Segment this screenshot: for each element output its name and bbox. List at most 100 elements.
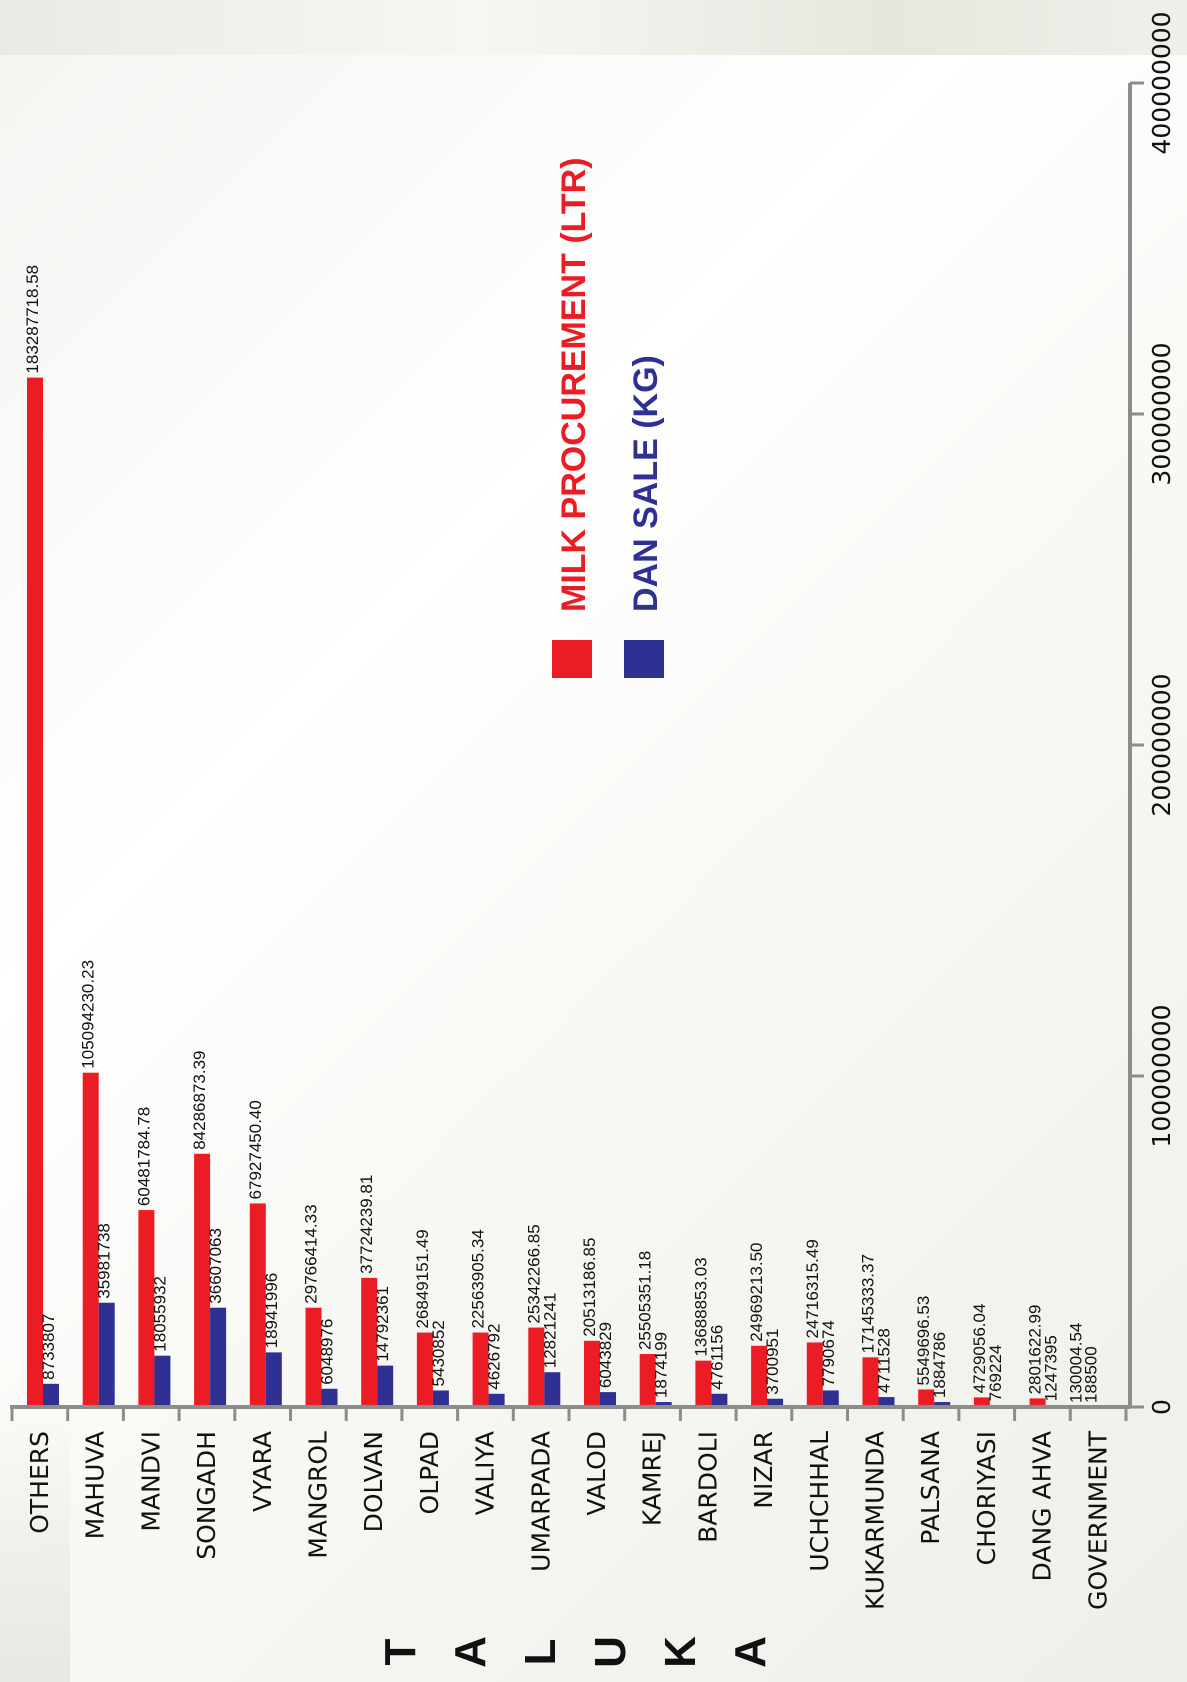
dan-bar (878, 1397, 895, 1407)
milk-bar (806, 1342, 823, 1407)
axis-title-letter: L (516, 1639, 565, 1666)
category-label: NIZAR (749, 1431, 778, 1509)
value-axis-tick-label: 200000000 (1147, 673, 1176, 816)
milk-value-label: 37724239.81 (357, 1175, 376, 1274)
milk-bar (584, 1340, 600, 1407)
dan-value-label: 18941996 (262, 1273, 281, 1349)
dan-bar (544, 1372, 561, 1407)
dan-value-label: 769224 (986, 1345, 1005, 1402)
milk-bar (82, 1072, 99, 1407)
category-label: KUKARMUNDA (861, 1431, 890, 1610)
milk-value-label: 25342266.85 (524, 1224, 543, 1323)
category-label: VALOD (582, 1431, 611, 1516)
dan-value-label: 3700951 (763, 1329, 782, 1395)
dan-value-label: 12821241 (540, 1293, 559, 1369)
milk-bar (1029, 1398, 1046, 1407)
milk-value-label: 183287718.58 (23, 265, 42, 374)
milk-value-label: 24716315.49 (803, 1239, 822, 1338)
milk-value-label: 84286873.39 (190, 1051, 209, 1150)
milk-value-label: 60481784.78 (134, 1107, 153, 1206)
dan-bar (210, 1307, 227, 1407)
category-label: VYARA (248, 1431, 277, 1512)
legend-label-milk: MILK PROCUREMENT (LTR) (555, 157, 593, 612)
category-label: OTHERS (25, 1431, 54, 1534)
dan-bar (488, 1393, 505, 1407)
value-axis-tick-label: 100000000 (1147, 1004, 1176, 1147)
category-label: KAMREJ (638, 1431, 667, 1526)
dan-bar (377, 1365, 394, 1407)
dan-bar (711, 1393, 728, 1407)
dan-value-label: 5430852 (429, 1320, 448, 1386)
milk-bar (695, 1360, 712, 1407)
axis-title-letter: A (446, 1636, 495, 1668)
category-label: PALSANA (916, 1431, 945, 1545)
milk-bar (249, 1203, 266, 1407)
dan-bar (655, 1402, 672, 1407)
legend-swatch-milk (552, 640, 592, 678)
milk-bar (862, 1357, 879, 1407)
category-label: OLPAD (415, 1431, 444, 1514)
milk-bar (973, 1397, 990, 1407)
bars-group (27, 377, 1062, 1408)
category-label: BARDOLI (693, 1431, 722, 1543)
dan-bar (822, 1390, 839, 1407)
dan-bar (934, 1402, 951, 1407)
milk-value-label: 105094230.23 (79, 960, 98, 1069)
axis-title-letter: U (586, 1636, 635, 1668)
dan-bar (154, 1355, 171, 1407)
axis-title-letter: A (726, 1636, 775, 1668)
category-label: MANDVI (136, 1431, 165, 1532)
dan-value-label: 4711528 (875, 1328, 894, 1393)
dan-value-label: 36607063 (206, 1228, 225, 1304)
milk-value-label: 29766414.33 (302, 1204, 321, 1303)
extra-value-label: 188500 (1082, 1346, 1101, 1403)
milk-value-label: 20513186.85 (580, 1238, 599, 1337)
milk-bar (751, 1345, 768, 1407)
category-label: DOLVAN (359, 1431, 388, 1532)
dan-bar (767, 1398, 784, 1407)
dan-value-label: 1884786 (930, 1332, 949, 1398)
milk-bar (361, 1277, 378, 1407)
milk-bar (472, 1332, 489, 1407)
axis-title-letter: T (376, 1638, 425, 1665)
value-axis-tick-label: 400000000 (1147, 11, 1176, 154)
dan-bar (43, 1383, 59, 1407)
value-axis-tick-label: 300000000 (1147, 342, 1176, 485)
legend-label-dan: DAN SALE (KG) (627, 355, 665, 612)
dan-bar (600, 1392, 616, 1407)
milk-bar (918, 1389, 935, 1407)
legend-swatch-dan (624, 640, 664, 678)
background-strip (0, 0, 1187, 55)
dan-bar (432, 1390, 449, 1407)
dan-value-label: 1874199 (652, 1332, 671, 1398)
milk-value-label: 2801622.99 (1026, 1305, 1045, 1395)
milk-value-label: 5549696.53 (914, 1296, 933, 1386)
extra-value-label: 130004.54 (1067, 1323, 1086, 1403)
category-label: DANG AHVA (1028, 1431, 1057, 1581)
milk-value-label: 24969213.50 (747, 1242, 766, 1341)
milk-value-label: 13688853.03 (691, 1257, 710, 1356)
milk-value-label: 67927450.40 (246, 1100, 265, 1199)
category-label: SONGADH (192, 1431, 221, 1560)
category-label: GOVERNMENT (1083, 1430, 1112, 1610)
dan-value-label: 35981738 (95, 1223, 114, 1299)
milk-value-label: 17145333.37 (859, 1254, 878, 1353)
axes-group: 0 100000000 200000000 300000000 400000000 (10, 11, 1176, 1421)
milk-value-label: 25505351.18 (636, 1251, 655, 1350)
dan-value-label: 6048976 (318, 1319, 337, 1385)
dan-bar (98, 1302, 115, 1407)
milk-bar (416, 1332, 433, 1407)
category-label: VALIYA (471, 1431, 500, 1515)
milk-value-label: 26849151.49 (413, 1229, 432, 1328)
milk-bar (27, 377, 43, 1408)
category-label: UMARPADA (526, 1431, 555, 1572)
background-shade (0, 1400, 70, 1682)
dan-value-label: 4626792 (485, 1324, 504, 1390)
milk-bar (194, 1153, 211, 1407)
dan-value-label: 18055932 (150, 1276, 169, 1352)
milk-bar (639, 1354, 656, 1407)
milk-bar (528, 1327, 545, 1407)
category-label: MANGROL (304, 1431, 333, 1559)
